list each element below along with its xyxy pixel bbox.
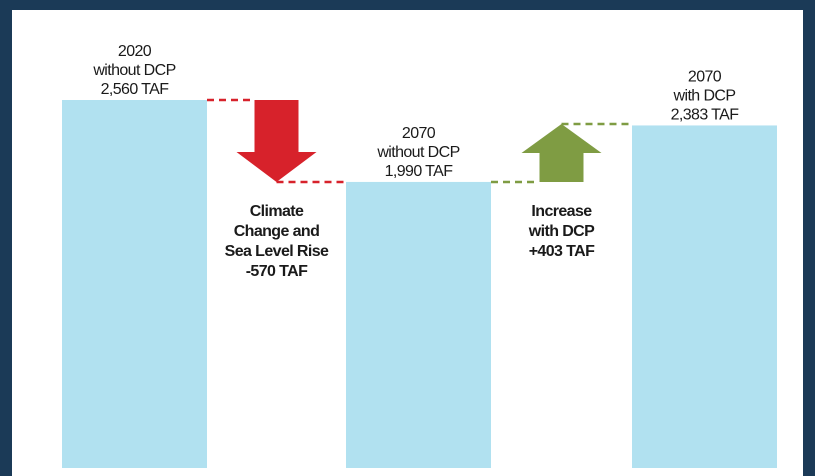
change-label: Sea Level Rise <box>225 243 329 260</box>
bar-label: 2070 <box>402 125 436 142</box>
bar-label: without DCP <box>92 62 175 79</box>
change-label: Increase <box>531 203 592 220</box>
change-value-label: -570 TAF <box>246 263 308 280</box>
bar-label: 2020 <box>118 43 152 60</box>
change-label: Climate <box>250 203 304 220</box>
bar-label: 2070 <box>688 69 722 86</box>
change-label: Change and <box>234 223 320 240</box>
value-label: 2,560 TAF <box>101 81 170 98</box>
value-label: 1,990 TAF <box>385 163 454 180</box>
change-arrow <box>521 124 602 182</box>
bar-label: with DCP <box>673 88 736 105</box>
value-label: 2,383 TAF <box>671 107 740 124</box>
bar <box>62 100 207 468</box>
change-arrow <box>236 100 317 182</box>
bar <box>632 125 777 468</box>
bar <box>346 181 491 468</box>
change-value-label: +403 TAF <box>529 243 595 260</box>
change-label: with DCP <box>528 223 595 240</box>
bar-label: without DCP <box>376 144 459 161</box>
